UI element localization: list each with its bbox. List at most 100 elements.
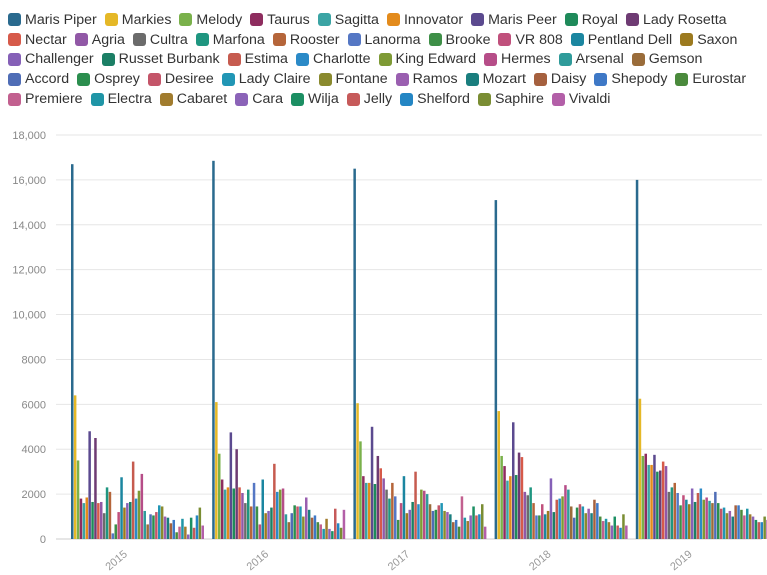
bar-cultra[interactable] — [102, 513, 106, 539]
legend-item[interactable]: Fontane — [318, 69, 388, 89]
bar-charlotte[interactable] — [558, 498, 561, 539]
bar-challenger[interactable] — [549, 478, 553, 539]
bar-russet-burbank[interactable] — [270, 507, 273, 539]
bar-electra[interactable] — [463, 517, 467, 539]
bar-premiere[interactable] — [601, 521, 605, 539]
bar-lady-rosetta[interactable] — [376, 455, 380, 539]
bar-accord[interactable] — [572, 517, 576, 539]
bar-hermes[interactable] — [705, 497, 708, 539]
bar-arsenal[interactable] — [425, 494, 429, 539]
bar-gemson[interactable] — [711, 503, 714, 539]
bar-charlotte[interactable] — [276, 491, 279, 539]
legend-item[interactable]: Daisy — [533, 69, 586, 89]
bar-royal[interactable] — [514, 475, 518, 539]
bar-osprey[interactable] — [575, 507, 579, 539]
bar-brooke[interactable] — [679, 505, 682, 539]
bar-king-edward[interactable] — [420, 489, 423, 539]
bar-royal[interactable] — [656, 471, 659, 539]
bar-saphire[interactable] — [622, 514, 625, 539]
bar-agria[interactable] — [523, 491, 527, 539]
legend-item[interactable]: Sagitta — [317, 10, 379, 30]
bar-cultra[interactable] — [667, 491, 671, 539]
bar-challenger[interactable] — [408, 509, 412, 539]
legend-item[interactable]: Mozart — [465, 69, 526, 89]
bar-cabaret[interactable] — [184, 526, 187, 539]
legend-item[interactable]: Brooke — [428, 30, 490, 50]
bar-maris-piper[interactable] — [353, 168, 356, 540]
bar-eurostar[interactable] — [316, 522, 320, 539]
bar-daisy[interactable] — [452, 522, 455, 539]
bar-cabaret[interactable] — [748, 514, 752, 539]
bar-innovator[interactable] — [367, 482, 371, 539]
bar-melody[interactable] — [500, 455, 503, 539]
bar-sagitta[interactable] — [647, 464, 650, 539]
bar-eurostar[interactable] — [740, 509, 743, 539]
legend-item[interactable]: Lady Rosetta — [625, 10, 727, 30]
bar-gemson[interactable] — [287, 522, 291, 539]
bar-innovator[interactable] — [226, 487, 230, 539]
bar-marfona[interactable] — [247, 489, 250, 539]
bar-cabaret[interactable] — [325, 518, 328, 539]
bar-electra[interactable] — [322, 528, 325, 539]
bar-russet-burbank[interactable] — [129, 501, 132, 539]
bar-daisy[interactable] — [593, 499, 596, 539]
legend-item[interactable]: Marfona — [195, 30, 265, 50]
bar-vr-808[interactable] — [399, 503, 403, 539]
bar-shepody[interactable] — [737, 505, 740, 539]
bar-premiere[interactable] — [743, 515, 746, 539]
legend-item[interactable]: Shepody — [594, 69, 667, 89]
bar-agria[interactable] — [241, 492, 244, 539]
bar-maris-peer[interactable] — [88, 431, 91, 539]
bar-cultra[interactable] — [526, 495, 530, 539]
bar-nectar[interactable] — [661, 461, 665, 539]
bar-lady-rosetta[interactable] — [94, 438, 97, 539]
bar-rooster[interactable] — [673, 482, 677, 539]
bar-estima[interactable] — [414, 471, 417, 539]
bar-saxon[interactable] — [264, 513, 267, 539]
legend-item[interactable]: Innovator — [386, 10, 463, 30]
bar-maris-peer[interactable] — [653, 454, 656, 539]
legend-item[interactable]: Maris Piper — [8, 10, 97, 30]
bar-electra[interactable] — [181, 518, 184, 539]
bar-cultra[interactable] — [244, 503, 247, 539]
bar-maris-piper[interactable] — [212, 160, 215, 539]
bar-vr-808[interactable] — [258, 524, 262, 539]
bar-markies[interactable] — [215, 402, 218, 539]
bar-daisy[interactable] — [734, 505, 737, 539]
bar-pentland-dell[interactable] — [543, 514, 547, 539]
bar-pentland-dell[interactable] — [261, 479, 265, 539]
bar-lady-claire[interactable] — [158, 505, 161, 539]
bar-jelly[interactable] — [475, 515, 478, 539]
bar-electra[interactable] — [746, 508, 749, 539]
bar-shelford[interactable] — [336, 523, 340, 539]
bar-hermes[interactable] — [281, 488, 285, 540]
bar-accord[interactable] — [290, 513, 294, 539]
bar-hermes[interactable] — [140, 473, 144, 539]
bar-maris-peer[interactable] — [370, 426, 374, 539]
bar-charlotte[interactable] — [699, 488, 703, 540]
bar-ramos[interactable] — [446, 512, 449, 539]
bar-vivaldi[interactable] — [201, 525, 205, 539]
bar-royal[interactable] — [232, 488, 236, 540]
bar-nectar[interactable] — [520, 457, 524, 539]
bar-maris-peer[interactable] — [229, 432, 233, 539]
bar-markies[interactable] — [638, 398, 642, 539]
legend-item[interactable]: Electra — [90, 89, 152, 109]
bar-shelford[interactable] — [760, 522, 764, 539]
bar-shelford[interactable] — [478, 514, 481, 539]
bar-fontane[interactable] — [160, 506, 164, 539]
bar-daisy[interactable] — [169, 523, 173, 539]
bar-jelly[interactable] — [192, 527, 196, 539]
legend-item[interactable]: King Edward — [378, 50, 476, 70]
bar-taurus[interactable] — [644, 453, 648, 539]
bar-lady-claire[interactable] — [581, 506, 585, 539]
legend-item[interactable]: Osprey — [77, 69, 140, 89]
bar-wilja[interactable] — [331, 531, 334, 539]
bar-arsenal[interactable] — [708, 500, 711, 539]
bar-king-edward[interactable] — [702, 499, 706, 539]
bar-cultra[interactable] — [385, 489, 388, 539]
bar-estima[interactable] — [696, 492, 700, 539]
bar-maris-piper[interactable] — [635, 179, 639, 539]
bar-premiere[interactable] — [460, 496, 464, 539]
bar-arsenal[interactable] — [143, 510, 147, 539]
